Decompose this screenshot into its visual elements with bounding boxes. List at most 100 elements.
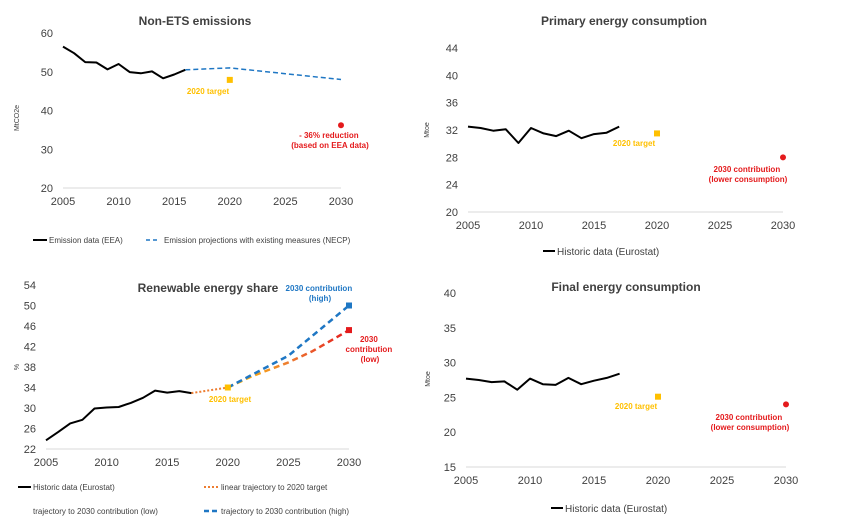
x-tick-label: 2020 bbox=[645, 220, 669, 232]
x-tick-label: 2020 bbox=[216, 457, 240, 469]
y-tick-label: 15 bbox=[444, 462, 456, 474]
x-tick-label: 2005 bbox=[51, 196, 75, 208]
x-tick-label: 2030 bbox=[771, 220, 795, 232]
x-tick-label: 2025 bbox=[273, 196, 297, 208]
target-2020-label: 2020 target bbox=[209, 395, 252, 404]
x-tick-label: 2010 bbox=[94, 457, 118, 469]
series-line-0 bbox=[465, 372, 620, 391]
x-tick-label: 2030 bbox=[337, 457, 361, 469]
y-tick-label: 34 bbox=[24, 383, 36, 395]
legend: Historic data (Eurostat) bbox=[551, 504, 667, 515]
y-tick-labels: 15 20 25 30 35 40 bbox=[444, 288, 456, 474]
legend-linear-trajectory: linear trajectory to 2020 target bbox=[221, 483, 328, 492]
contribution-line-2: (lower consumption) bbox=[709, 175, 788, 184]
x-tick-label: 2010 bbox=[106, 196, 130, 208]
x-tick-label: 2005 bbox=[456, 220, 480, 232]
y-tick-labels: 20 30 40 50 60 bbox=[41, 28, 53, 195]
y-tick-label: 30 bbox=[444, 358, 456, 370]
y-tick-label: 46 bbox=[24, 321, 36, 333]
chart-title: Final energy consumption bbox=[551, 280, 700, 294]
plot-area bbox=[465, 372, 789, 408]
contribution-high-line-1: 2030 contribution bbox=[286, 284, 353, 293]
contribution-high-line-2: (high) bbox=[309, 294, 332, 303]
legend-historic-data: Historic data (Eurostat) bbox=[33, 483, 115, 492]
chart-title: Renewable energy share bbox=[138, 281, 279, 295]
y-tick-label: 22 bbox=[24, 444, 36, 456]
series-line-0 bbox=[467, 125, 620, 144]
chart-title: Primary energy consumption bbox=[541, 14, 707, 28]
y-tick-label: 36 bbox=[446, 98, 458, 110]
legend-historic-data: Historic data (Eurostat) bbox=[557, 247, 659, 258]
y-tick-label: 20 bbox=[446, 207, 458, 219]
x-tick-label: 2010 bbox=[518, 475, 542, 487]
series-line-1 bbox=[191, 386, 228, 395]
series-line-3 bbox=[227, 304, 350, 389]
y-tick-label: 40 bbox=[446, 70, 458, 82]
x-tick-label: 2030 bbox=[329, 196, 353, 208]
x-tick-label: 2025 bbox=[276, 457, 300, 469]
contribution-low-line-1: 2030 bbox=[360, 335, 378, 344]
x-tick-label: 2005 bbox=[454, 475, 478, 487]
legend-emission-projections: Emission projections with existing measu… bbox=[164, 236, 351, 245]
y-tick-label: 54 bbox=[24, 280, 36, 292]
target-2020-label: 2020 target bbox=[615, 402, 658, 411]
chart-final-energy-consumption: Final energy consumption Mtoe 1520253035… bbox=[425, 280, 798, 515]
contribution-low-line-3: (low) bbox=[361, 355, 380, 364]
contribution-high-label: 2030 contribution (high) bbox=[286, 284, 355, 303]
x-tick-label: 2015 bbox=[582, 475, 606, 487]
y-tick-label: 30 bbox=[41, 144, 53, 156]
y-tick-label: 24 bbox=[446, 180, 458, 192]
series-line-0 bbox=[62, 45, 186, 80]
legend: Emission data (EEA) Emission projections… bbox=[33, 236, 351, 245]
contribution-line-2: (lower consumption) bbox=[711, 423, 790, 432]
data-point-2 bbox=[346, 327, 352, 334]
x-tick-label: 2020 bbox=[646, 475, 670, 487]
y-tick-label: 42 bbox=[24, 342, 36, 354]
x-tick-label: 2025 bbox=[708, 220, 732, 232]
y-tick-label: 50 bbox=[24, 301, 36, 313]
y-tick-label: 40 bbox=[444, 288, 456, 300]
x-tick-label: 2015 bbox=[582, 220, 606, 232]
data-point-1 bbox=[338, 122, 344, 129]
plot-area bbox=[62, 45, 344, 129]
x-tick-label: 2025 bbox=[710, 475, 734, 487]
series-line-0 bbox=[45, 389, 192, 442]
x-tick-label: 2015 bbox=[155, 457, 179, 469]
y-tick-label: 38 bbox=[24, 362, 36, 374]
legend-emission-data: Emission data (EEA) bbox=[49, 236, 123, 245]
legend-trajectory-high: trajectory to 2030 contribution (high) bbox=[221, 507, 349, 516]
reduction-line-1: - 36% reduction bbox=[299, 131, 359, 140]
contribution-2030-label: 2030 contribution (lower consumption) bbox=[709, 165, 788, 184]
x-tick-label: 2020 bbox=[218, 196, 242, 208]
contribution-2030-label: 2030 contribution (lower consumption) bbox=[711, 413, 790, 432]
y-tick-label: 30 bbox=[24, 403, 36, 415]
data-point-0 bbox=[654, 130, 660, 137]
y-axis-label: MtCO2e bbox=[14, 105, 21, 131]
y-axis-label: % bbox=[14, 364, 21, 370]
contribution-low-label: 2030 contribution (low) bbox=[346, 335, 395, 364]
y-tick-label: 32 bbox=[446, 125, 458, 137]
legend-trajectory-low: trajectory to 2030 contribution (low) bbox=[33, 507, 158, 516]
y-tick-label: 60 bbox=[41, 28, 53, 40]
contribution-low-line-2: contribution bbox=[346, 345, 393, 354]
y-tick-label: 26 bbox=[24, 424, 36, 436]
x-tick-label: 2030 bbox=[774, 475, 798, 487]
y-axis-label: Mtoe bbox=[424, 122, 431, 138]
data-point-0 bbox=[226, 76, 233, 83]
y-tick-label: 40 bbox=[41, 106, 53, 118]
y-tick-label: 50 bbox=[41, 67, 53, 79]
chart-primary-energy-consumption: Primary energy consumption Mtoe 20 24 28 32… bbox=[424, 14, 795, 258]
legend: Historic data (Eurostat) linear trajecto… bbox=[18, 483, 349, 516]
data-point-1 bbox=[346, 302, 352, 309]
x-tick-labels: 2005 2010 2015 2020 2025 2030 bbox=[454, 475, 798, 487]
target-2020-label: 2020 target bbox=[613, 139, 656, 148]
x-tick-labels: 2005 2010 2015 2020 2025 2030 bbox=[34, 457, 361, 469]
y-tick-label: 28 bbox=[446, 152, 458, 164]
plot-area bbox=[45, 302, 352, 442]
series-line-2 bbox=[227, 329, 350, 389]
chart-renewable-energy-share: Renewable energy share % 22 26 30 34 38 42 46 5… bbox=[14, 280, 395, 516]
plot-area bbox=[467, 125, 786, 161]
reduction-line-2: (based on EEA data) bbox=[291, 141, 369, 150]
